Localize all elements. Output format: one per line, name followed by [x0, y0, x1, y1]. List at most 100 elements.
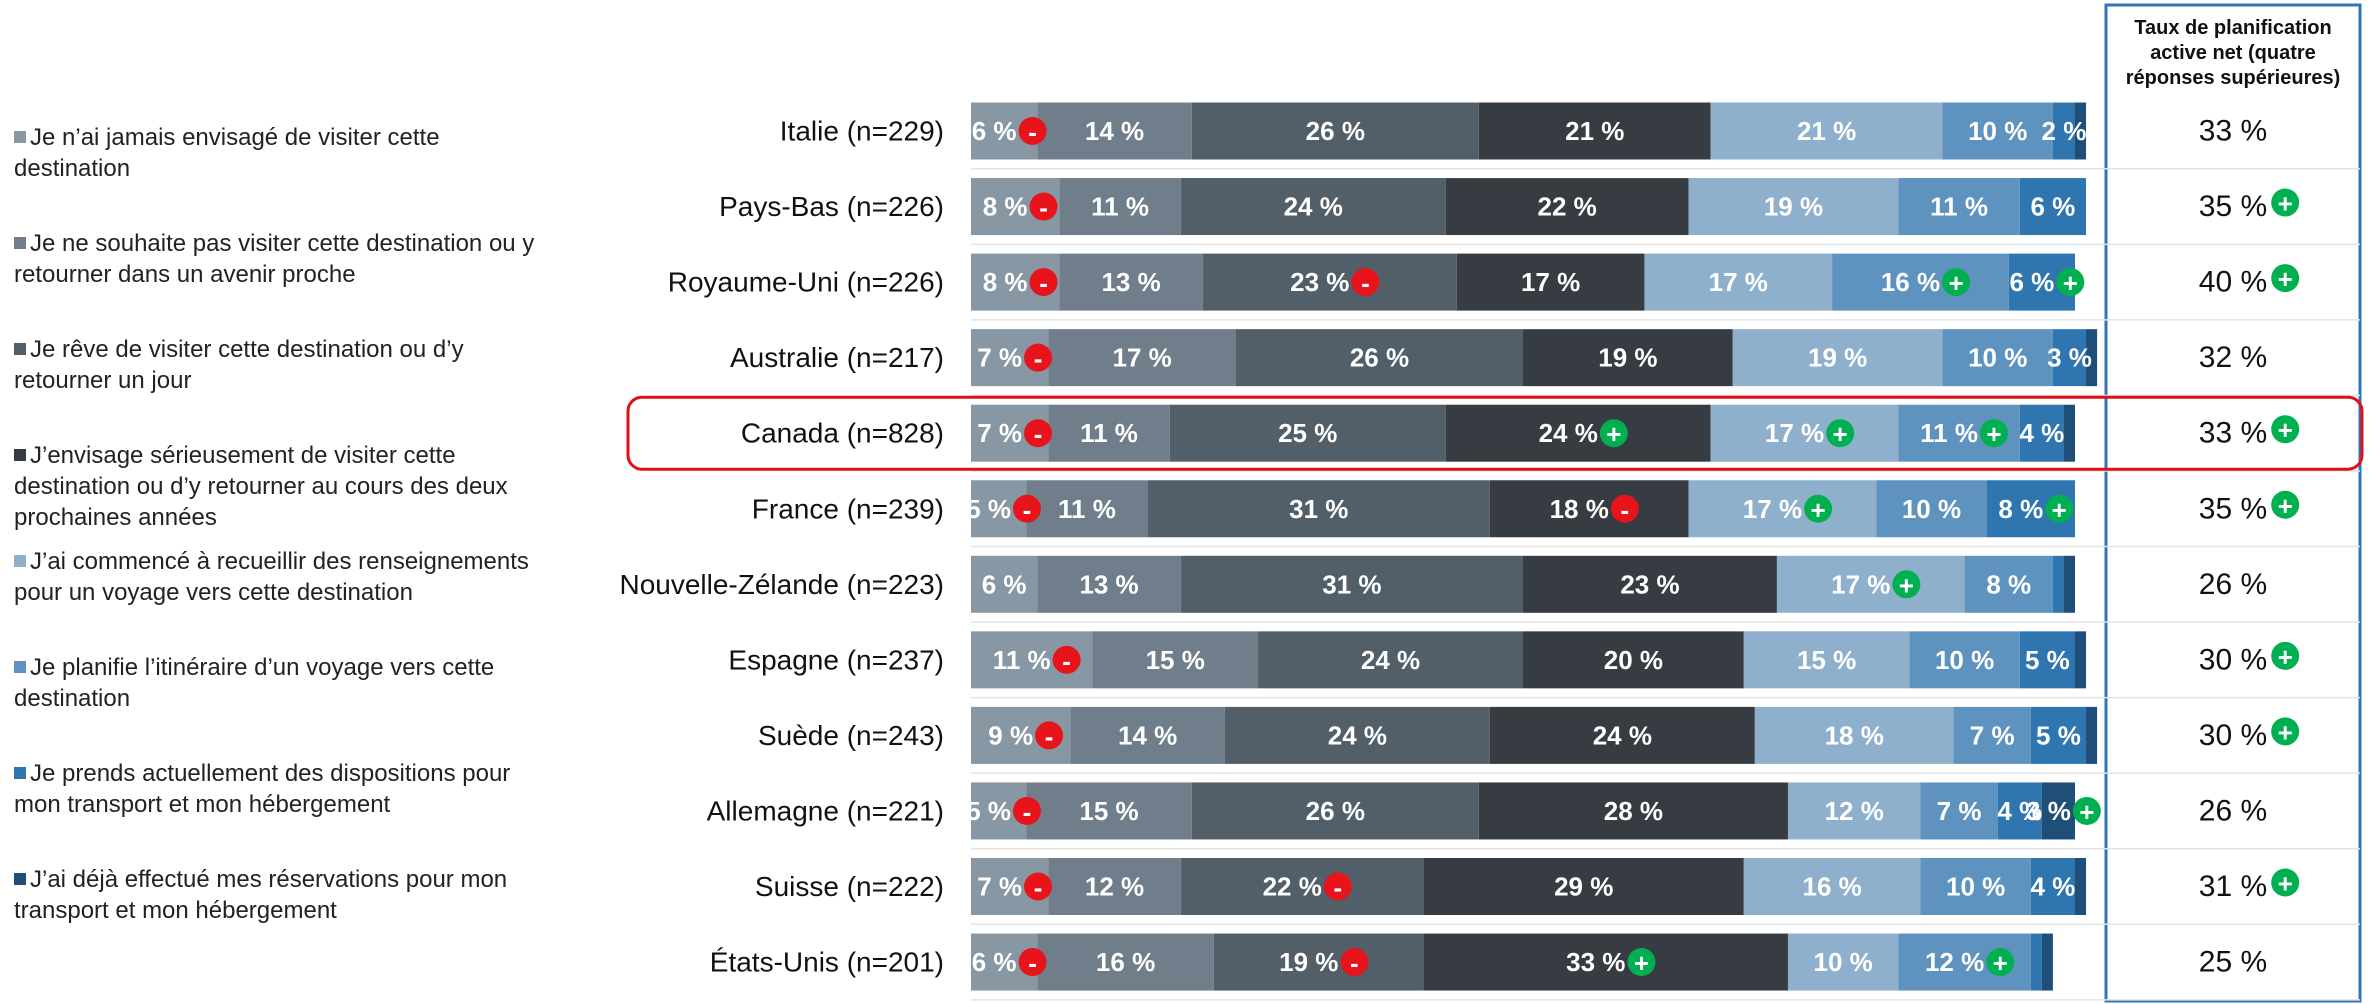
bar-segment: [2019, 404, 2064, 462]
bar-segment: [2019, 178, 2087, 236]
data-label: 11 %: [1930, 192, 1988, 222]
bar-segment: [1180, 858, 1424, 915]
significance-sign: -: [1034, 419, 1043, 449]
bar-segment: [1942, 329, 2053, 387]
legend-item: Je rêve de visiter cette destination ou …: [14, 334, 559, 396]
bar-segment: [1070, 706, 1225, 764]
bar-segment: [1180, 555, 1523, 613]
bar-segment: [1787, 933, 1899, 991]
bar-segment: [2041, 782, 2075, 840]
legend-swatch: [14, 661, 26, 673]
data-label: 28 %: [1604, 796, 1663, 826]
data-label: 24 %: [1361, 645, 1420, 675]
bar-segment: [2086, 329, 2098, 387]
legend-label: Je n’ai jamais envisagé de visiter cette…: [14, 124, 440, 182]
bar-segment: [2041, 933, 2053, 991]
data-label: 26 %: [1350, 343, 1409, 373]
bar-segment: [1026, 782, 1192, 840]
data-label: 5 %: [966, 796, 1011, 826]
significance-sign: +: [1606, 419, 1621, 449]
data-label: 24 %: [1328, 720, 1387, 750]
bar-segment: [1964, 555, 2053, 613]
net-value: 30 %: [2199, 643, 2267, 676]
data-label: 11 %: [1080, 418, 1138, 448]
data-label: 15 %: [1146, 645, 1205, 675]
legend-label: Je ne souhaite pas visiter cette destina…: [14, 230, 535, 288]
data-label: 13 %: [1079, 569, 1138, 599]
data-label: 10 %: [1946, 872, 2005, 902]
legend-swatch: [14, 237, 26, 249]
significance-sign: +: [2079, 797, 2094, 827]
significance-sign: -: [1350, 948, 1359, 978]
legend-item: J’ai commencé à recueillir des renseigne…: [14, 546, 559, 608]
significance-sign: +: [2278, 415, 2293, 445]
bar-segment: [2030, 933, 2042, 991]
significance-sign: +: [2063, 268, 2078, 298]
legend-label: Je prends actuellement des dispositions …: [14, 760, 511, 818]
bar-segment: [2052, 555, 2064, 613]
bar-segment: [1523, 631, 1744, 689]
significance-sign: -: [1028, 948, 1037, 978]
data-label: 7 %: [977, 343, 1022, 373]
bar-segment: [2063, 555, 2075, 613]
significance-icon: [1018, 948, 1047, 977]
data-label: 33 %: [1566, 947, 1625, 977]
significance-sign: -: [1023, 495, 1032, 525]
bar-segment: [2075, 631, 2087, 689]
data-label: 10 %: [1935, 645, 1994, 675]
data-label: 19 %: [1598, 343, 1657, 373]
bar-segment: [1478, 102, 1711, 160]
net-value: 30 %: [2199, 719, 2267, 752]
significance-icon: [1986, 948, 2015, 977]
bar-segment: [1224, 706, 1490, 764]
data-label: 7 %: [1937, 796, 1982, 826]
data-label: 6 %: [972, 116, 1017, 146]
net-value: 26 %: [2199, 794, 2267, 827]
significance-icon: [1052, 645, 1081, 674]
significance-icon: [2045, 494, 2074, 523]
net-column-header: Taux de planification: [2134, 17, 2331, 39]
data-label: 17 %: [1831, 569, 1890, 599]
bar-segment: [1710, 404, 1899, 462]
significance-icon: [1035, 721, 1064, 750]
significance-icon: [1013, 796, 1042, 825]
significance-sign: +: [2278, 491, 2293, 521]
data-label: 17 %: [1112, 343, 1171, 373]
bar-segment: [2052, 102, 2075, 160]
data-label: 16 %: [1802, 872, 1861, 902]
data-label: 16 %: [1096, 947, 1155, 977]
significance-sign: -: [1045, 721, 1054, 751]
data-label: 13 %: [1101, 267, 1160, 297]
net-column-frame: [2104, 3, 2362, 1003]
data-label: 21 %: [1797, 116, 1856, 146]
bar-segment: [1523, 329, 1733, 387]
net-value: 25 %: [2199, 946, 2267, 979]
bar-segment: [1776, 555, 1965, 613]
bar-segment: [1235, 329, 1523, 387]
significance-sign: +: [1899, 570, 1914, 600]
bar-segment: [1489, 480, 1689, 538]
significance-icon: [1024, 343, 1053, 372]
bar-segment: [1743, 858, 1921, 915]
bar-segment: [1026, 480, 1148, 538]
significance-sign: -: [1062, 646, 1071, 676]
significance-icon: [1942, 268, 1971, 297]
bar-segment: [1213, 933, 1424, 991]
data-label: 23 %: [1290, 267, 1349, 297]
net-value: 26 %: [2199, 568, 2267, 601]
bar-segment: [1909, 631, 2020, 689]
significance-sign: +: [1993, 948, 2008, 978]
data-label: 25 %: [1278, 418, 1337, 448]
data-label: 10 %: [1968, 116, 2027, 146]
net-column-header: réponses supérieures): [2126, 67, 2341, 89]
data-label: 14 %: [1085, 116, 1144, 146]
data-label: 10 %: [1968, 343, 2027, 373]
category-label: Allemagne (n=221): [707, 795, 944, 826]
bar-segment: [1445, 178, 1689, 236]
net-column-header: active net (quatre: [2150, 42, 2316, 64]
data-label: 3 %: [2026, 796, 2071, 826]
category-label: Espagne (n=237): [728, 644, 944, 675]
bar-segment: [1456, 253, 1645, 311]
data-label: 10 %: [1902, 494, 1961, 524]
